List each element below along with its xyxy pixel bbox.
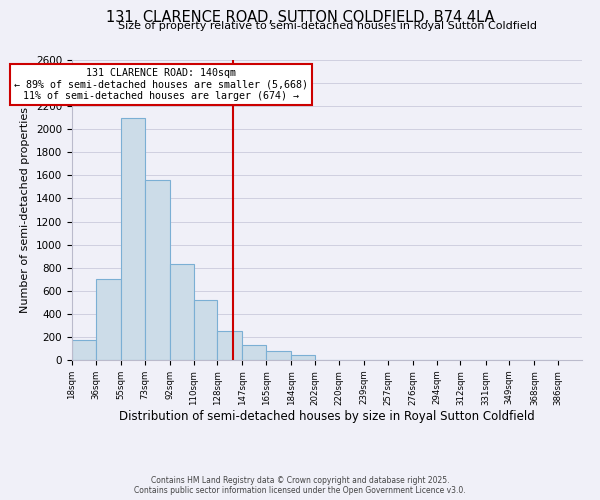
Bar: [121, 118, 145, 360]
Text: 131, CLARENCE ROAD, SUTTON COLDFIELD, B74 4LA: 131, CLARENCE ROAD, SUTTON COLDFIELD, B7…: [106, 10, 494, 25]
Bar: [266, 352, 292, 360]
Title: Size of property relative to semi-detached houses in Royal Sutton Coldfield: Size of property relative to semi-detach…: [118, 22, 536, 32]
Bar: [145, 180, 170, 360]
X-axis label: Distribution of semi-detached houses by size in Royal Sutton Coldfield: Distribution of semi-detached houses by …: [119, 410, 535, 423]
Bar: [194, 300, 217, 360]
Text: 131 CLARENCE ROAD: 140sqm
← 89% of semi-detached houses are smaller (5,668)
11% : 131 CLARENCE ROAD: 140sqm ← 89% of semi-…: [14, 68, 308, 102]
Text: Contains HM Land Registry data © Crown copyright and database right 2025.
Contai: Contains HM Land Registry data © Crown c…: [134, 476, 466, 495]
Y-axis label: Number of semi-detached properties: Number of semi-detached properties: [20, 107, 31, 313]
Bar: [217, 330, 242, 360]
Bar: [292, 355, 315, 360]
Bar: [170, 264, 194, 360]
Bar: [72, 340, 96, 360]
Bar: [242, 345, 266, 360]
Bar: [96, 279, 121, 360]
